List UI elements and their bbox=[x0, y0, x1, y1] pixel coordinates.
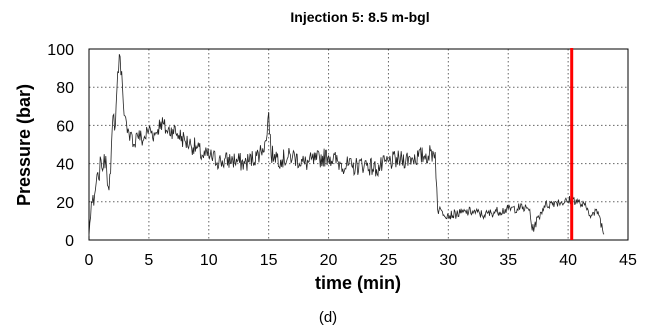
x-tick-label: 5 bbox=[144, 252, 153, 269]
series-layer bbox=[88, 54, 605, 237]
x-axis-label: time (min) bbox=[315, 273, 401, 293]
x-tick-label: 45 bbox=[619, 252, 637, 269]
x-tick-label: 30 bbox=[439, 252, 457, 269]
plot-frame bbox=[88, 48, 629, 241]
y-tick-label: 100 bbox=[47, 42, 74, 59]
x-tick-labels: 0 5 10 15 20 25 30 35 40 45 bbox=[85, 252, 637, 269]
x-tick-label: 20 bbox=[320, 252, 338, 269]
y-tick-label: 80 bbox=[56, 80, 74, 97]
x-tick-label: 40 bbox=[559, 252, 577, 269]
x-tick-label: 35 bbox=[499, 252, 517, 269]
panel-label: (d) bbox=[319, 309, 337, 326]
x-tick-label: 10 bbox=[200, 252, 218, 269]
chart-title: Injection 5: 8.5 m-bgl bbox=[290, 9, 429, 25]
y-tick-label: 40 bbox=[56, 157, 74, 174]
x-tick-label: 0 bbox=[85, 252, 94, 269]
y-tick-labels: 0 20 40 60 80 100 bbox=[47, 42, 74, 250]
x-tick-label: 25 bbox=[380, 252, 398, 269]
pressure-series-line bbox=[88, 54, 605, 237]
gridlines bbox=[89, 49, 628, 240]
y-axis-label: Pressure (bar) bbox=[14, 84, 34, 206]
y-tick-label: 20 bbox=[56, 195, 74, 212]
y-tick-label: 60 bbox=[56, 118, 74, 135]
y-tick-label: 0 bbox=[65, 233, 74, 250]
x-tick-label: 15 bbox=[260, 252, 278, 269]
